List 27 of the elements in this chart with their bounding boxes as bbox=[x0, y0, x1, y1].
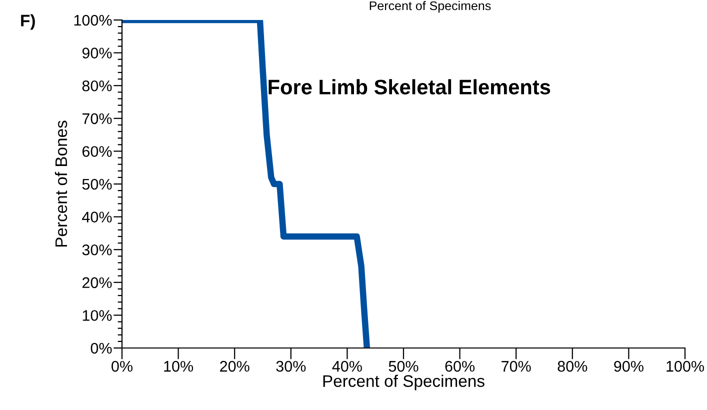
x-tick-label: 10% bbox=[164, 360, 194, 372]
y-tick-label: 80% bbox=[82, 80, 112, 92]
text: F) bbox=[21, 14, 35, 30]
text: Percent of Specimens bbox=[370, 1, 491, 13]
x-tick-label: 90% bbox=[614, 360, 644, 372]
text: Fore Limb Skeletal Elements bbox=[268, 79, 550, 94]
x-tick-label: 50% bbox=[388, 360, 418, 372]
y-tick-label: 10% bbox=[82, 310, 112, 321]
y-tick-label: 90% bbox=[82, 48, 112, 58]
y-axis-title: Percent of Bones bbox=[54, 120, 68, 247]
x-tick-label: 40% bbox=[332, 360, 362, 372]
y-tick-label: 70% bbox=[82, 113, 112, 124]
x-tick-label: 80% bbox=[558, 360, 588, 372]
y-tick-label: 20% bbox=[82, 277, 112, 288]
y-tick-label: 0% bbox=[90, 342, 112, 354]
y-tick-label: 40% bbox=[82, 212, 112, 222]
x-tick-label: 70% bbox=[502, 360, 531, 372]
x-tick-label: 100% bbox=[666, 360, 704, 372]
y-tick-label: 100% bbox=[74, 14, 112, 26]
x-tick-label: 30% bbox=[276, 360, 306, 372]
y-tick-label: 50% bbox=[82, 178, 112, 190]
x-axis-title: Percent of Specimens bbox=[323, 374, 484, 390]
y-tick-label: 60% bbox=[82, 146, 112, 157]
x-tick-label: 20% bbox=[220, 360, 250, 372]
y-tick-label: 30% bbox=[82, 244, 112, 256]
x-tick-label: 0% bbox=[112, 360, 132, 372]
x-tick-label: 60% bbox=[445, 360, 475, 372]
